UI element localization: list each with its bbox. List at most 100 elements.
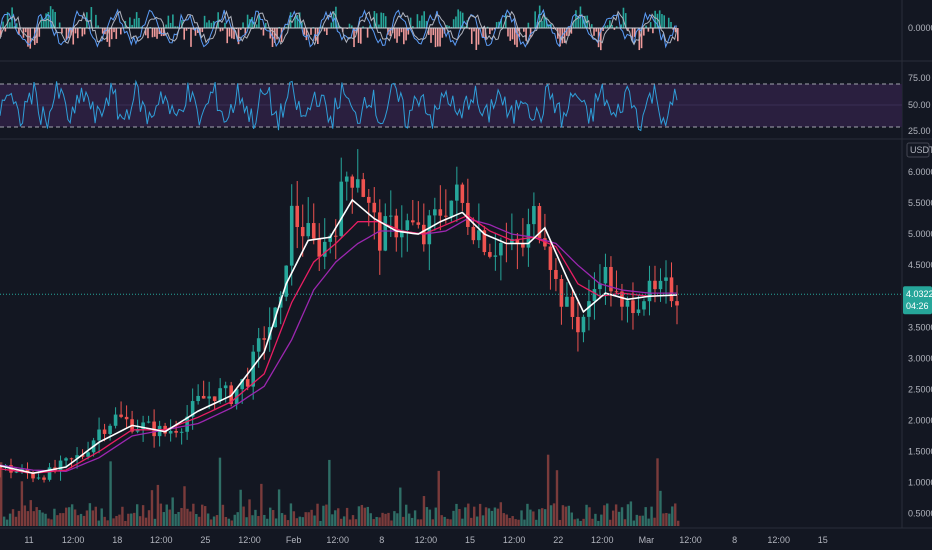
oscillator-bar: [663, 15, 666, 28]
oscillator-bar: [172, 14, 174, 28]
candle-body: [146, 421, 151, 423]
volume-bar: [239, 489, 242, 526]
candle-body: [471, 226, 476, 241]
oscillator-bar: [425, 21, 428, 28]
volume-bar: [41, 512, 44, 526]
oscillator-bar: [90, 7, 93, 28]
candle-body: [64, 458, 68, 461]
time-tick-label: 12:00: [150, 535, 173, 545]
volume-bar: [345, 507, 349, 526]
volume-bar: [339, 518, 343, 526]
price-pane[interactable]: 6.00005.50005.00004.50004.00003.50003.00…: [0, 142, 932, 526]
oscillator-bar: [18, 28, 20, 35]
volume-bar: [171, 497, 174, 526]
volume-bar: [659, 490, 662, 526]
volume-bar: [156, 484, 160, 526]
volume-bar: [295, 518, 299, 526]
volume-bar: [558, 519, 562, 526]
oscillator-line-2: [0, 10, 678, 46]
time-tick-label: 18: [112, 535, 122, 545]
rsi-pane[interactable]: 75.00 50.00 25.00: [0, 73, 931, 136]
volume-bar: [514, 519, 517, 526]
last-price-label[interactable]: 4.0322 04:26: [903, 286, 932, 315]
oscillator-bar: [260, 28, 262, 30]
oscillator-bar: [459, 11, 462, 28]
oscillator-bar: [153, 28, 156, 37]
volume-bar: [109, 461, 112, 526]
oscillator-bar: [475, 28, 478, 50]
volume-bar: [363, 507, 367, 526]
oscillator-bar: [86, 12, 88, 28]
volume-bar: [671, 506, 674, 526]
oscillator-bar: [421, 15, 423, 28]
oscillator-bar: [613, 28, 616, 30]
candle-body: [245, 379, 250, 387]
volume-bar: [212, 516, 216, 526]
oscillator-bar: [423, 11, 426, 28]
volume-bar: [133, 512, 136, 526]
oscillator-bar: [529, 28, 532, 37]
time-tick-label: 12:00: [326, 535, 349, 545]
volume-bar: [591, 518, 594, 526]
oscillator-bar: [566, 28, 568, 36]
candle-body: [223, 385, 228, 389]
candle-body: [36, 477, 41, 479]
volume-bar: [570, 512, 573, 526]
candle-body: [460, 184, 465, 203]
candle-body: [350, 176, 355, 188]
volume-bar: [11, 509, 15, 526]
volume-bar: [538, 509, 541, 526]
oscillator-bar: [441, 28, 444, 38]
oscillator-bar: [407, 28, 410, 35]
rsi-tick-75: 75.00: [908, 73, 931, 83]
volume-bar: [529, 509, 532, 526]
oscillator-bar: [482, 28, 484, 38]
volume-bar: [535, 519, 538, 526]
volume-bar: [611, 510, 615, 526]
volume-bar: [390, 520, 393, 526]
oscillator-bar: [110, 28, 113, 40]
candle-body: [212, 396, 217, 401]
volume-bar: [162, 512, 165, 526]
volume-bar: [458, 509, 461, 526]
currency-badge[interactable]: [906, 142, 930, 158]
volume-bar: [242, 506, 245, 526]
oscillator-line-1: [0, 8, 677, 49]
volume-bar: [582, 518, 585, 526]
oscillator-bar: [210, 22, 213, 28]
volume-bar: [32, 511, 35, 526]
oscillator-bar: [298, 12, 301, 28]
oscillator-bar: [203, 15, 206, 28]
oscillator-bar: [393, 28, 396, 39]
oscillator-bar: [144, 28, 147, 36]
oscillator-bar: [369, 25, 371, 28]
candle-body: [488, 252, 492, 257]
oscillator-bar: [74, 28, 77, 34]
volume-bar: [301, 517, 304, 526]
oscillator-bar: [289, 12, 292, 28]
candle-body: [80, 455, 85, 457]
candle-body: [141, 422, 145, 430]
volume-bar: [484, 507, 488, 526]
volume-bar: [461, 518, 464, 526]
oscillator-bar: [360, 28, 362, 44]
oscillator-bar: [609, 20, 611, 28]
volume-bar: [609, 519, 612, 526]
volume-bar: [168, 509, 171, 526]
candle-body: [592, 289, 597, 302]
price-tick-label: 2.5000: [908, 384, 932, 394]
volume-bar: [307, 512, 310, 526]
oscillator-bar: [58, 22, 61, 28]
candle-body: [256, 338, 261, 352]
candle-body: [251, 351, 255, 387]
volume-bar: [470, 517, 473, 526]
volume-bar: [130, 513, 133, 526]
candle-body: [218, 388, 222, 401]
oscillator-bar: [273, 28, 276, 43]
volume-bar: [97, 520, 100, 526]
oscillator-bar: [0, 28, 2, 37]
